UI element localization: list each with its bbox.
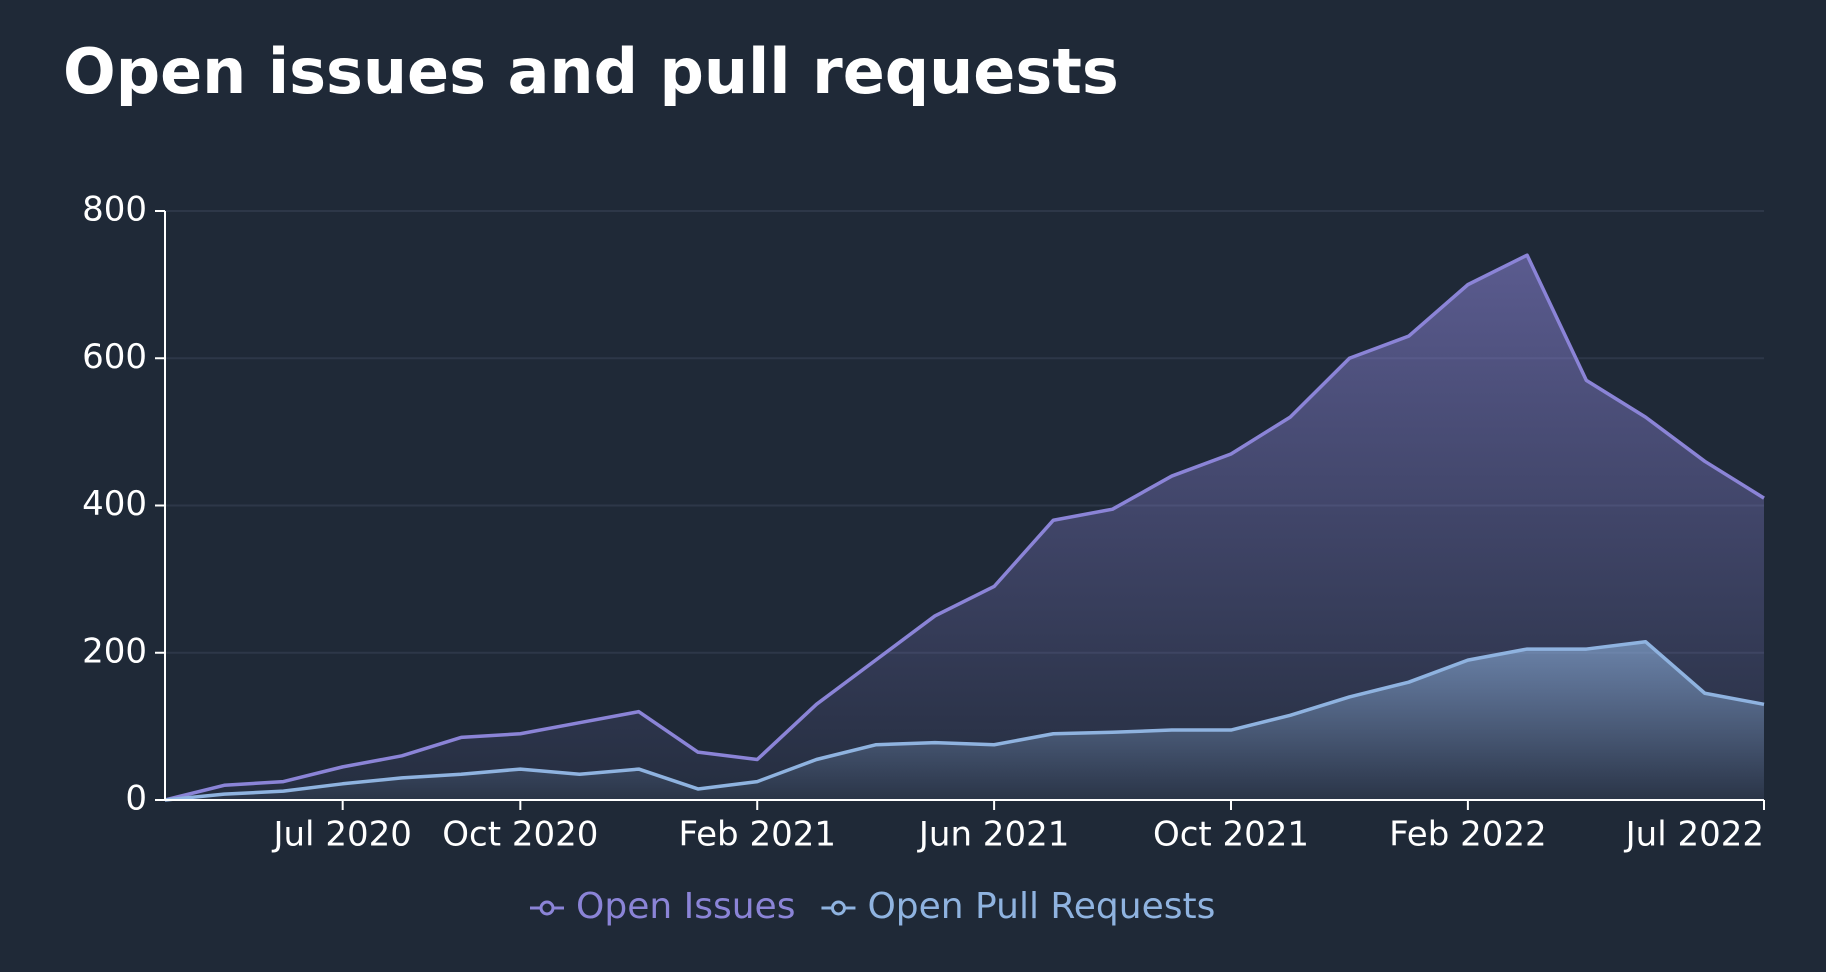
- legend-label: Open Pull Requests: [867, 886, 1215, 927]
- x-tick-label: Oct 2020: [442, 815, 598, 855]
- line: [164, 639, 1765, 802]
- x-tick-label: Feb 2021: [678, 815, 836, 855]
- legend-label: Open Issues: [576, 886, 795, 927]
- x-tick-label: Jul 2020: [271, 815, 411, 855]
- y-tick-label: 400: [82, 484, 147, 524]
- x-tick-label: Feb 2022: [1389, 815, 1547, 855]
- x-tick-label: Jul 2022: [1624, 815, 1764, 855]
- area: [165, 255, 1764, 801]
- x-tick-label: Jun 2021: [917, 815, 1069, 855]
- y-tick-label: 200: [82, 631, 147, 671]
- y-tick-label: 0: [125, 779, 147, 819]
- y-tick-label: 600: [82, 337, 147, 377]
- chart-title: Open issues and pull requests: [63, 35, 1119, 108]
- legend-marker: [830, 900, 846, 916]
- line: [164, 253, 1765, 802]
- legend-marker: [539, 900, 555, 916]
- x-tick-label: Oct 2021: [1153, 815, 1309, 855]
- y-tick-label: 800: [82, 190, 147, 230]
- area: [165, 641, 1764, 800]
